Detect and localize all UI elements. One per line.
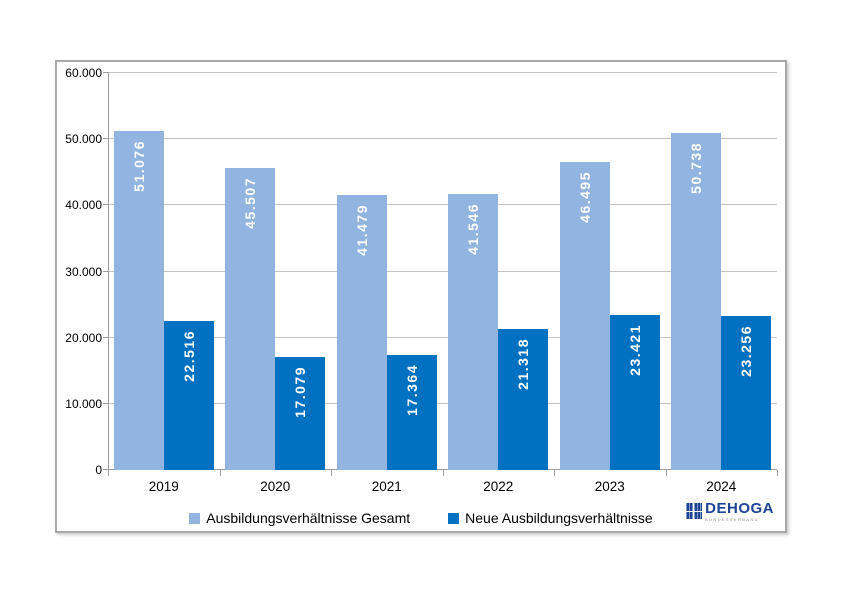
bar-neue-2022: 21.318 <box>498 328 549 470</box>
bar-gesamt-2020: 45.507 <box>225 168 276 470</box>
y-axis-tick <box>103 72 108 73</box>
y-axis-tick <box>103 271 108 272</box>
x-axis-label-2020: 2020 <box>260 479 291 494</box>
x-axis-label-2019: 2019 <box>148 479 179 494</box>
y-axis-tick-label: 10.000 <box>65 396 102 411</box>
dehoga-logo-tile <box>686 512 694 519</box>
bar-value-label: 41.546 <box>465 203 482 256</box>
x-axis-labels: 2019 2020 2021 2022 2023 2024 <box>108 479 777 494</box>
y-axis-tick-label: 20.000 <box>65 330 102 345</box>
x-axis-line <box>108 469 777 470</box>
dehoga-logo-text: DEHOGA <box>705 500 774 517</box>
bar-group-2021: 41.479 17.364 <box>331 72 443 470</box>
y-axis-tick-label: 50.000 <box>65 131 102 146</box>
bar-gesamt-2022: 41.546 <box>448 194 499 470</box>
y-axis-tick-label: 60.000 <box>65 65 102 80</box>
bar-groups: 51.076 22.516 45.507 17.079 41.479 17.364 41.5… <box>108 72 777 470</box>
bar-value-label: 23.421 <box>626 323 643 376</box>
bar-group-2023: 46.495 23.421 <box>554 72 666 470</box>
bar-value-label: 50.738 <box>688 142 705 195</box>
gridline <box>108 337 777 338</box>
y-axis-line <box>108 72 109 470</box>
gridline <box>108 72 777 73</box>
chart-frame: 0 10.000 20.000 30.000 40.000 50.000 60.000 51… <box>55 60 787 533</box>
bar-gesamt-2023: 46.495 <box>559 161 610 470</box>
bar-value-label: 46.495 <box>576 170 593 223</box>
bar-group-2022: 41.546 21.318 <box>443 72 555 470</box>
y-axis-tick <box>103 403 108 404</box>
bar-gesamt-2021: 41.479 <box>336 194 387 470</box>
gridline <box>108 138 777 139</box>
y-axis-tick <box>103 138 108 139</box>
bar-gesamt-2024: 50.738 <box>671 133 722 470</box>
gridline <box>108 271 777 272</box>
x-axis-tick <box>554 470 555 476</box>
legend-item-neue: Neue Ausbildungsverhältnisse <box>448 510 653 526</box>
bar-value-label: 22.516 <box>180 329 197 382</box>
x-axis-ticks <box>108 470 778 476</box>
bar-value-label: 41.479 <box>353 203 370 256</box>
dehoga-logo-subtext: BUNDESVERBAND <box>705 517 759 522</box>
legend: Ausbildungsverhältnisse Gesamt Neue Ausbi… <box>57 508 785 528</box>
y-axis-tick <box>103 337 108 338</box>
legend-label: Neue Ausbildungsverhältnisse <box>465 510 653 526</box>
bar-neue-2020: 17.079 <box>275 356 326 470</box>
bar-neue-2023: 23.421 <box>609 314 660 470</box>
y-axis-tick <box>103 469 108 470</box>
bar-neue-2024: 23.256 <box>721 315 772 470</box>
x-axis-label-2022: 2022 <box>483 479 514 494</box>
y-axis-tick <box>103 204 108 205</box>
legend-swatch <box>448 512 460 524</box>
bar-value-label: 45.507 <box>242 177 259 229</box>
bar-value-label: 17.079 <box>292 365 309 418</box>
x-axis-tick <box>443 470 444 476</box>
dehoga-logo: DEHOGA BUNDESVERBAND <box>686 500 774 522</box>
bar-group-2024: 50.738 23.256 <box>666 72 778 470</box>
gridline <box>108 204 777 205</box>
dehoga-logo-tile <box>694 512 703 519</box>
dehoga-logo-textwrap: DEHOGA BUNDESVERBAND <box>705 500 774 522</box>
legend-label: Ausbildungsverhältnisse Gesamt <box>206 510 411 526</box>
y-axis-tick-label: 0 <box>95 462 102 477</box>
x-axis-tick <box>331 470 332 476</box>
plot-area: 51.076 22.516 45.507 17.079 41.479 17.364 41.5… <box>108 72 777 470</box>
bar-group-2020: 45.507 17.079 <box>220 72 332 470</box>
bar-value-label: 51.076 <box>130 140 147 193</box>
x-axis-tick <box>220 470 221 476</box>
bar-group-2019: 51.076 22.516 <box>108 72 220 470</box>
x-axis-tick <box>108 470 109 476</box>
y-axis-labels: 0 10.000 20.000 30.000 40.000 50.000 60.000 <box>57 67 102 476</box>
legend-swatch <box>189 512 201 524</box>
bar-neue-2021: 17.364 <box>386 354 437 470</box>
x-axis-label-2021: 2021 <box>371 479 402 494</box>
x-axis-label-2023: 2023 <box>594 479 625 494</box>
x-axis-tick <box>777 470 778 476</box>
dehoga-logo-tile <box>686 503 694 511</box>
y-axis-ticks <box>103 72 108 470</box>
x-axis-label-2024: 2024 <box>706 479 737 494</box>
legend-item-gesamt: Ausbildungsverhältnisse Gesamt <box>189 510 410 526</box>
bar-neue-2019: 22.516 <box>163 320 214 470</box>
bar-value-label: 23.256 <box>738 324 755 377</box>
bar-value-label: 17.364 <box>403 363 420 416</box>
y-axis-tick-label: 30.000 <box>65 264 102 279</box>
dehoga-logo-tile <box>694 503 703 511</box>
y-axis-tick-label: 40.000 <box>65 197 102 212</box>
gridline <box>108 403 777 404</box>
x-axis-tick <box>666 470 667 476</box>
bar-gesamt-2019: 51.076 <box>113 131 164 470</box>
dehoga-logo-icon <box>686 503 703 520</box>
bar-value-label: 21.318 <box>515 337 532 390</box>
